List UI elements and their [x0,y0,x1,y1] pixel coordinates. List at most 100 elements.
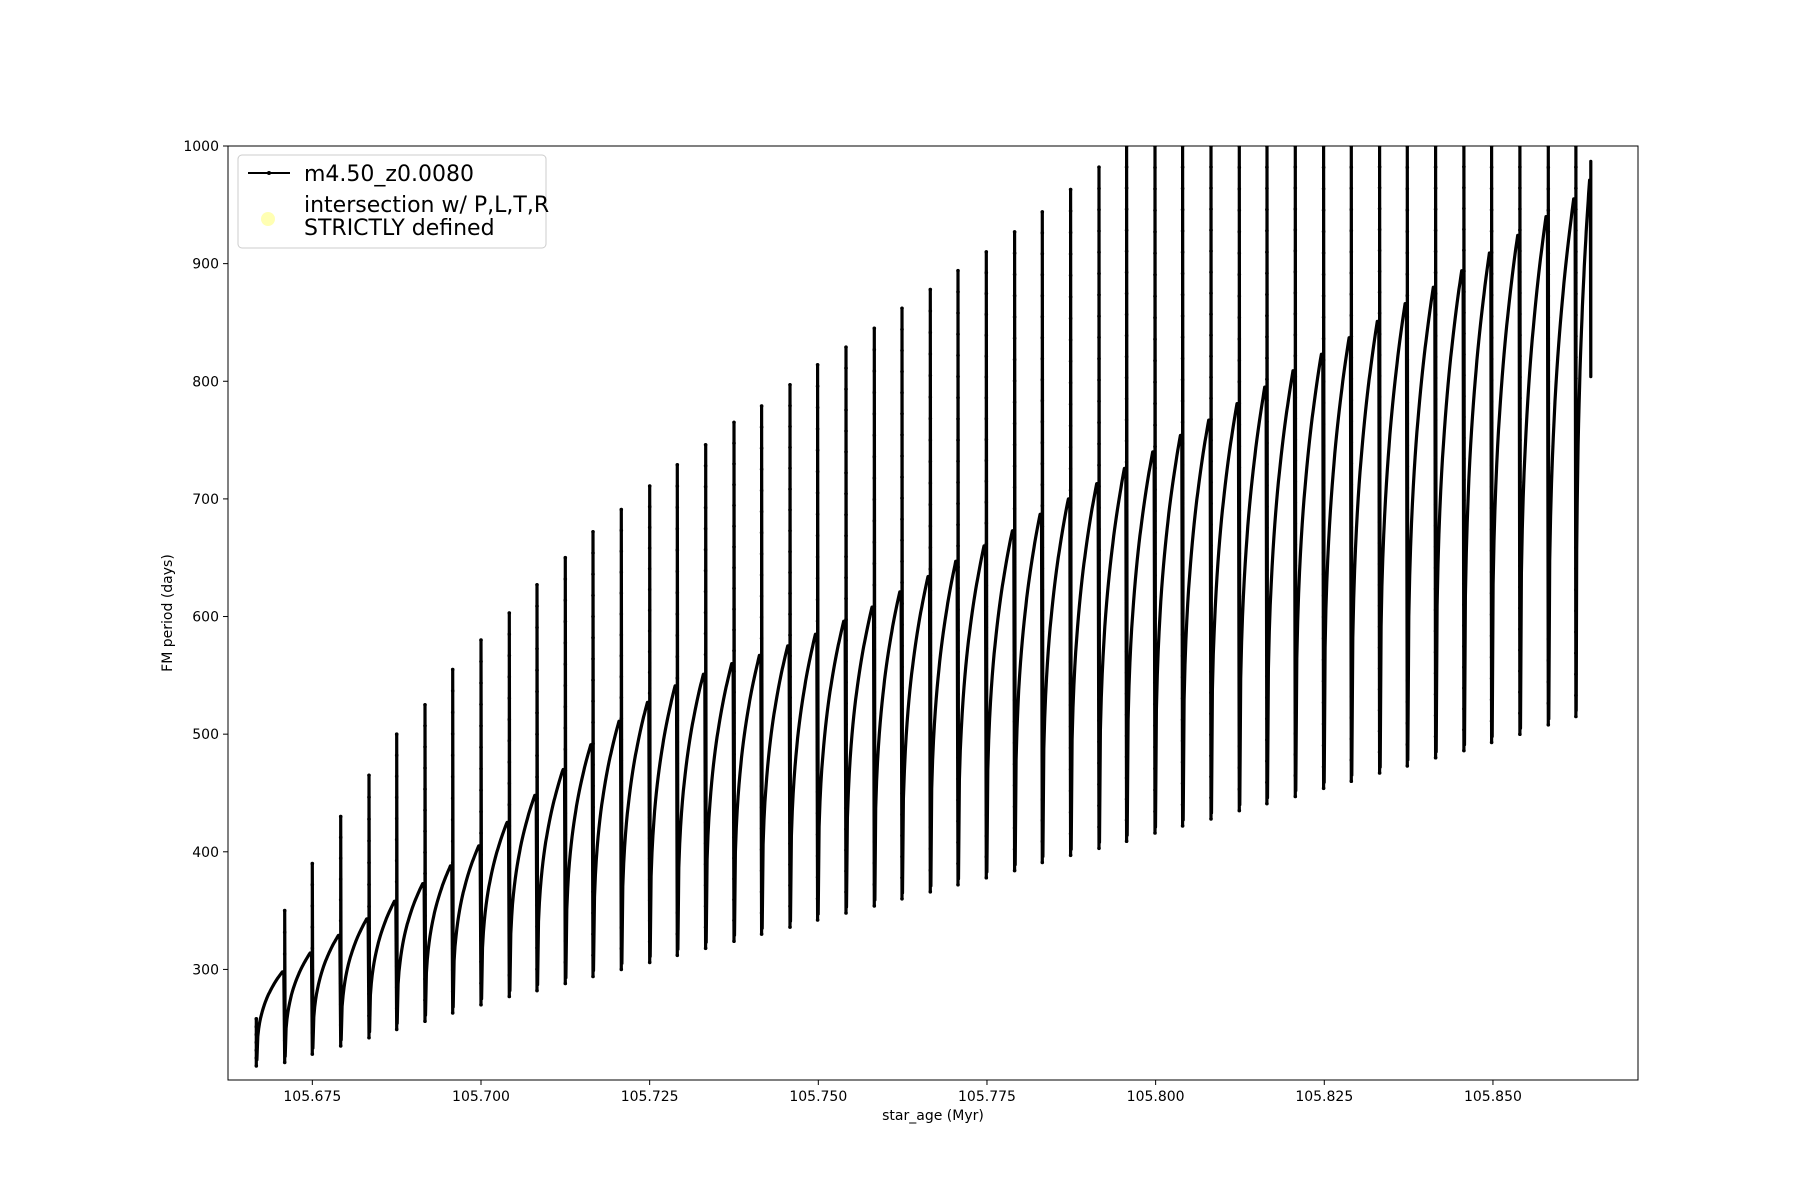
series-point [310,1031,315,1035]
series-point [844,869,848,873]
series-point [1237,765,1242,770]
series-point [1209,312,1213,317]
series-point [1489,485,1494,489]
series-point [872,733,877,737]
series-point [1068,832,1073,836]
series-point [759,594,764,598]
series-point [732,773,736,777]
series-point [815,448,820,453]
series-point [732,503,736,508]
series-point [732,524,736,528]
series-point [563,939,568,943]
series-point [1293,249,1298,253]
series-point [310,925,315,929]
series-point [450,989,455,994]
series-point [1489,655,1494,659]
y-tick-label: 300 [192,962,219,978]
series-point [1546,508,1551,513]
series-point [1489,591,1494,596]
series-point [1209,396,1213,401]
series-point [1405,379,1410,383]
series-point [310,904,315,908]
series-point [732,897,736,902]
series-point [788,529,792,533]
series-point [1237,508,1242,513]
series-point [591,572,595,576]
series-point [759,890,764,894]
series-point [1153,573,1157,578]
series-point [1377,353,1382,357]
series-point [1349,546,1354,551]
series-point [1068,789,1073,793]
series-point [563,747,568,752]
series-point [984,646,989,650]
series-point [759,636,764,641]
series-point [1377,729,1382,733]
series-point [1293,794,1298,799]
series-point [1265,420,1269,424]
series-point [254,1017,259,1021]
series-point [1433,566,1438,570]
series-point [1237,358,1242,363]
series-point [1068,574,1073,578]
series-point [647,939,652,944]
series-point [1462,311,1466,315]
series-point [844,806,848,810]
series-point [900,601,904,606]
series-point [394,858,399,863]
series-point [1489,335,1494,340]
series-point [1153,358,1157,363]
series-point [479,895,483,900]
series-point [450,710,455,715]
series-point [1012,421,1017,426]
series-point [1405,700,1410,704]
series-point [367,773,371,778]
series-point [984,709,989,713]
series-point [338,898,343,902]
series-point [1124,460,1129,464]
series-point [900,707,904,711]
series-point [282,952,287,956]
series-point [1349,165,1354,169]
y-tick-label: 400 [192,845,219,861]
series-point [1124,481,1129,485]
series-point [563,917,568,922]
series-point [535,668,539,672]
series-point [1349,631,1354,635]
series-point [1293,438,1298,442]
legend: m4.50_z0.0080 intersection w/ P,L,T,R ST… [237,154,549,249]
series-point [479,702,483,707]
series-point [1265,695,1269,700]
series-point [1124,207,1129,211]
series-point [619,863,624,867]
series-point [1349,588,1354,593]
series-point [1377,645,1382,650]
series-point [1237,208,1242,213]
series-point [1405,208,1410,212]
series-point [338,981,343,986]
series-point [815,640,820,645]
series-point [1265,377,1269,382]
series-point [1574,714,1578,719]
series-point [507,994,512,999]
series-point [450,796,455,801]
series-point [423,703,427,707]
series-point [1180,824,1185,828]
series-point [956,438,960,442]
series-point [815,832,820,837]
series-point [1040,482,1045,487]
series-point [1546,615,1551,620]
series-point [535,711,539,715]
series-point [423,977,427,981]
series-point [1489,570,1494,574]
series-point [1546,315,1551,320]
series-point [759,509,764,514]
series-point [591,699,595,703]
series-point [1546,680,1551,684]
series-point [759,404,764,408]
series-point [1124,586,1129,591]
series-point [1574,545,1578,550]
series-point [647,629,652,633]
series-point [844,785,848,789]
series-point [1068,724,1073,729]
